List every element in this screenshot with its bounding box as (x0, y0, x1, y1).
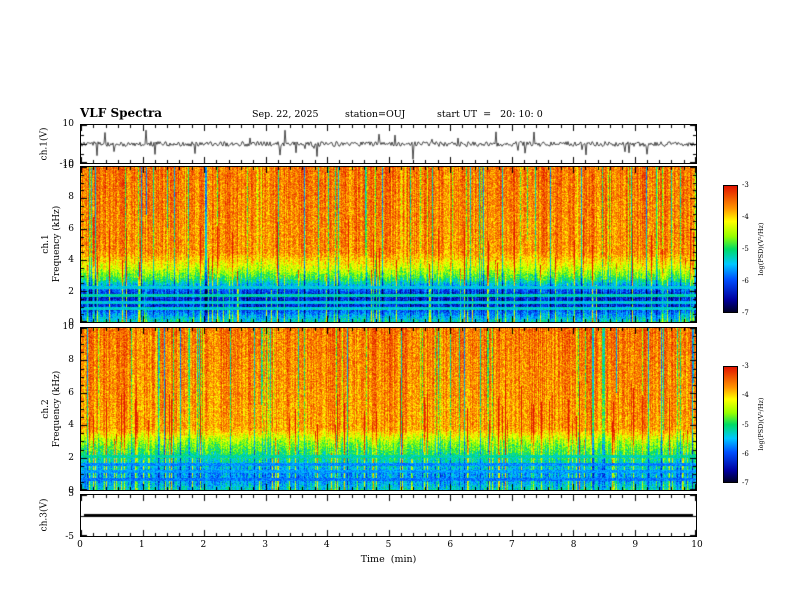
colorbar-ch2-gradient (724, 367, 737, 482)
tick-label: 2 (68, 287, 74, 297)
ch1-voltage-ytick-labels: 10 -10 (44, 124, 76, 164)
tick-label: 10 (63, 322, 74, 332)
tick-label: 6 (68, 224, 74, 234)
colorbar-ch1 (723, 185, 738, 313)
ch1-spectrogram-canvas (81, 167, 696, 322)
tick-label: -5 (65, 532, 74, 542)
tick-label: -4 (742, 391, 749, 399)
figure-title: VLF Spectra (80, 106, 162, 120)
tick-label: 2 (201, 540, 207, 550)
ch3-voltage-waveform-canvas (81, 495, 696, 536)
tick-label: -7 (742, 479, 749, 487)
colorbar-ch2-tick-labels: -3 -4 -5 -6 -7 (740, 366, 758, 483)
figure-station: station=OUJ (345, 109, 405, 120)
tick-label: 8 (68, 355, 74, 365)
tick-label: 8 (68, 192, 74, 202)
tick-label: 0 (77, 540, 83, 550)
tick-label: 8 (571, 540, 577, 550)
tick-label: 6 (68, 388, 74, 398)
ch1-voltage-panel (80, 124, 697, 164)
ch1-voltage-waveform-canvas (81, 125, 696, 163)
ch1-spectrogram-panel (80, 166, 697, 323)
colorbar-ch1-label: log(PSD)(V²/Hz) (757, 223, 765, 276)
ch2-spectrogram-panel (80, 327, 697, 491)
tick-label: 6 (447, 540, 453, 550)
tick-label: -3 (742, 362, 749, 370)
tick-label: 5 (386, 540, 392, 550)
colorbar-ch2-label: log(PSD)(V²/Hz) (757, 398, 765, 451)
tick-label: 2 (68, 453, 74, 463)
vlf-spectra-figure: VLF Spectra Sep. 22, 2025 station=OUJ st… (0, 0, 792, 612)
colorbar-ch2 (723, 366, 738, 483)
ch2-spectrogram-canvas (81, 328, 696, 490)
tick-label: -7 (742, 309, 749, 317)
ch1-frequency-ytick-labels: 10 8 6 4 2 0 (44, 166, 76, 323)
tick-label: 5 (68, 489, 74, 499)
tick-label: 3 (262, 540, 268, 550)
tick-label: -6 (742, 277, 749, 285)
tick-label: -3 (742, 181, 749, 189)
figure-date: Sep. 22, 2025 (252, 109, 319, 120)
ch2-frequency-ytick-labels: 10 8 6 4 2 0 (44, 327, 76, 491)
figure-start-ut: start UT = 20: 10: 0 (437, 109, 543, 120)
colorbar-ch1-tick-labels: -3 -4 -5 -6 -7 (740, 185, 758, 313)
tick-label: -4 (742, 213, 749, 221)
tick-label: 10 (63, 119, 74, 129)
ch3-voltage-panel (80, 494, 697, 537)
x-axis-tick-labels: 0 1 2 3 4 5 6 7 8 9 10 (80, 540, 697, 552)
tick-label: -5 (742, 245, 749, 253)
tick-label: 10 (63, 161, 74, 171)
tick-label: 4 (324, 540, 330, 550)
tick-label: 1 (139, 540, 145, 550)
ch3-voltage-ytick-labels: 5 -5 (44, 494, 76, 537)
tick-label: 4 (68, 420, 74, 430)
tick-label: 9 (632, 540, 638, 550)
tick-label: 7 (509, 540, 515, 550)
colorbar-ch1-gradient (724, 186, 737, 312)
tick-label: -5 (742, 421, 749, 429)
tick-label: -6 (742, 450, 749, 458)
x-axis-label: Time (min) (80, 554, 697, 565)
tick-label: 4 (68, 255, 74, 265)
tick-label: 10 (691, 540, 702, 550)
